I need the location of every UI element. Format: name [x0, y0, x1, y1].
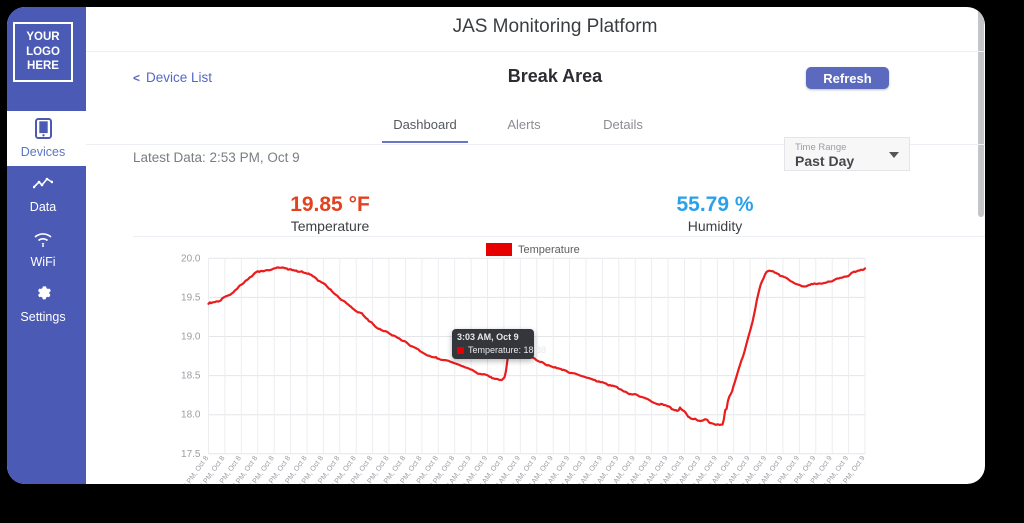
svg-text:19.0: 19.0 [181, 332, 201, 343]
svg-text:18.5: 18.5 [181, 371, 201, 382]
svg-text:18.0: 18.0 [181, 410, 201, 421]
svg-text:20.0: 20.0 [181, 253, 201, 264]
svg-text:17.5: 17.5 [181, 449, 201, 460]
svg-text:19.5: 19.5 [181, 292, 201, 303]
